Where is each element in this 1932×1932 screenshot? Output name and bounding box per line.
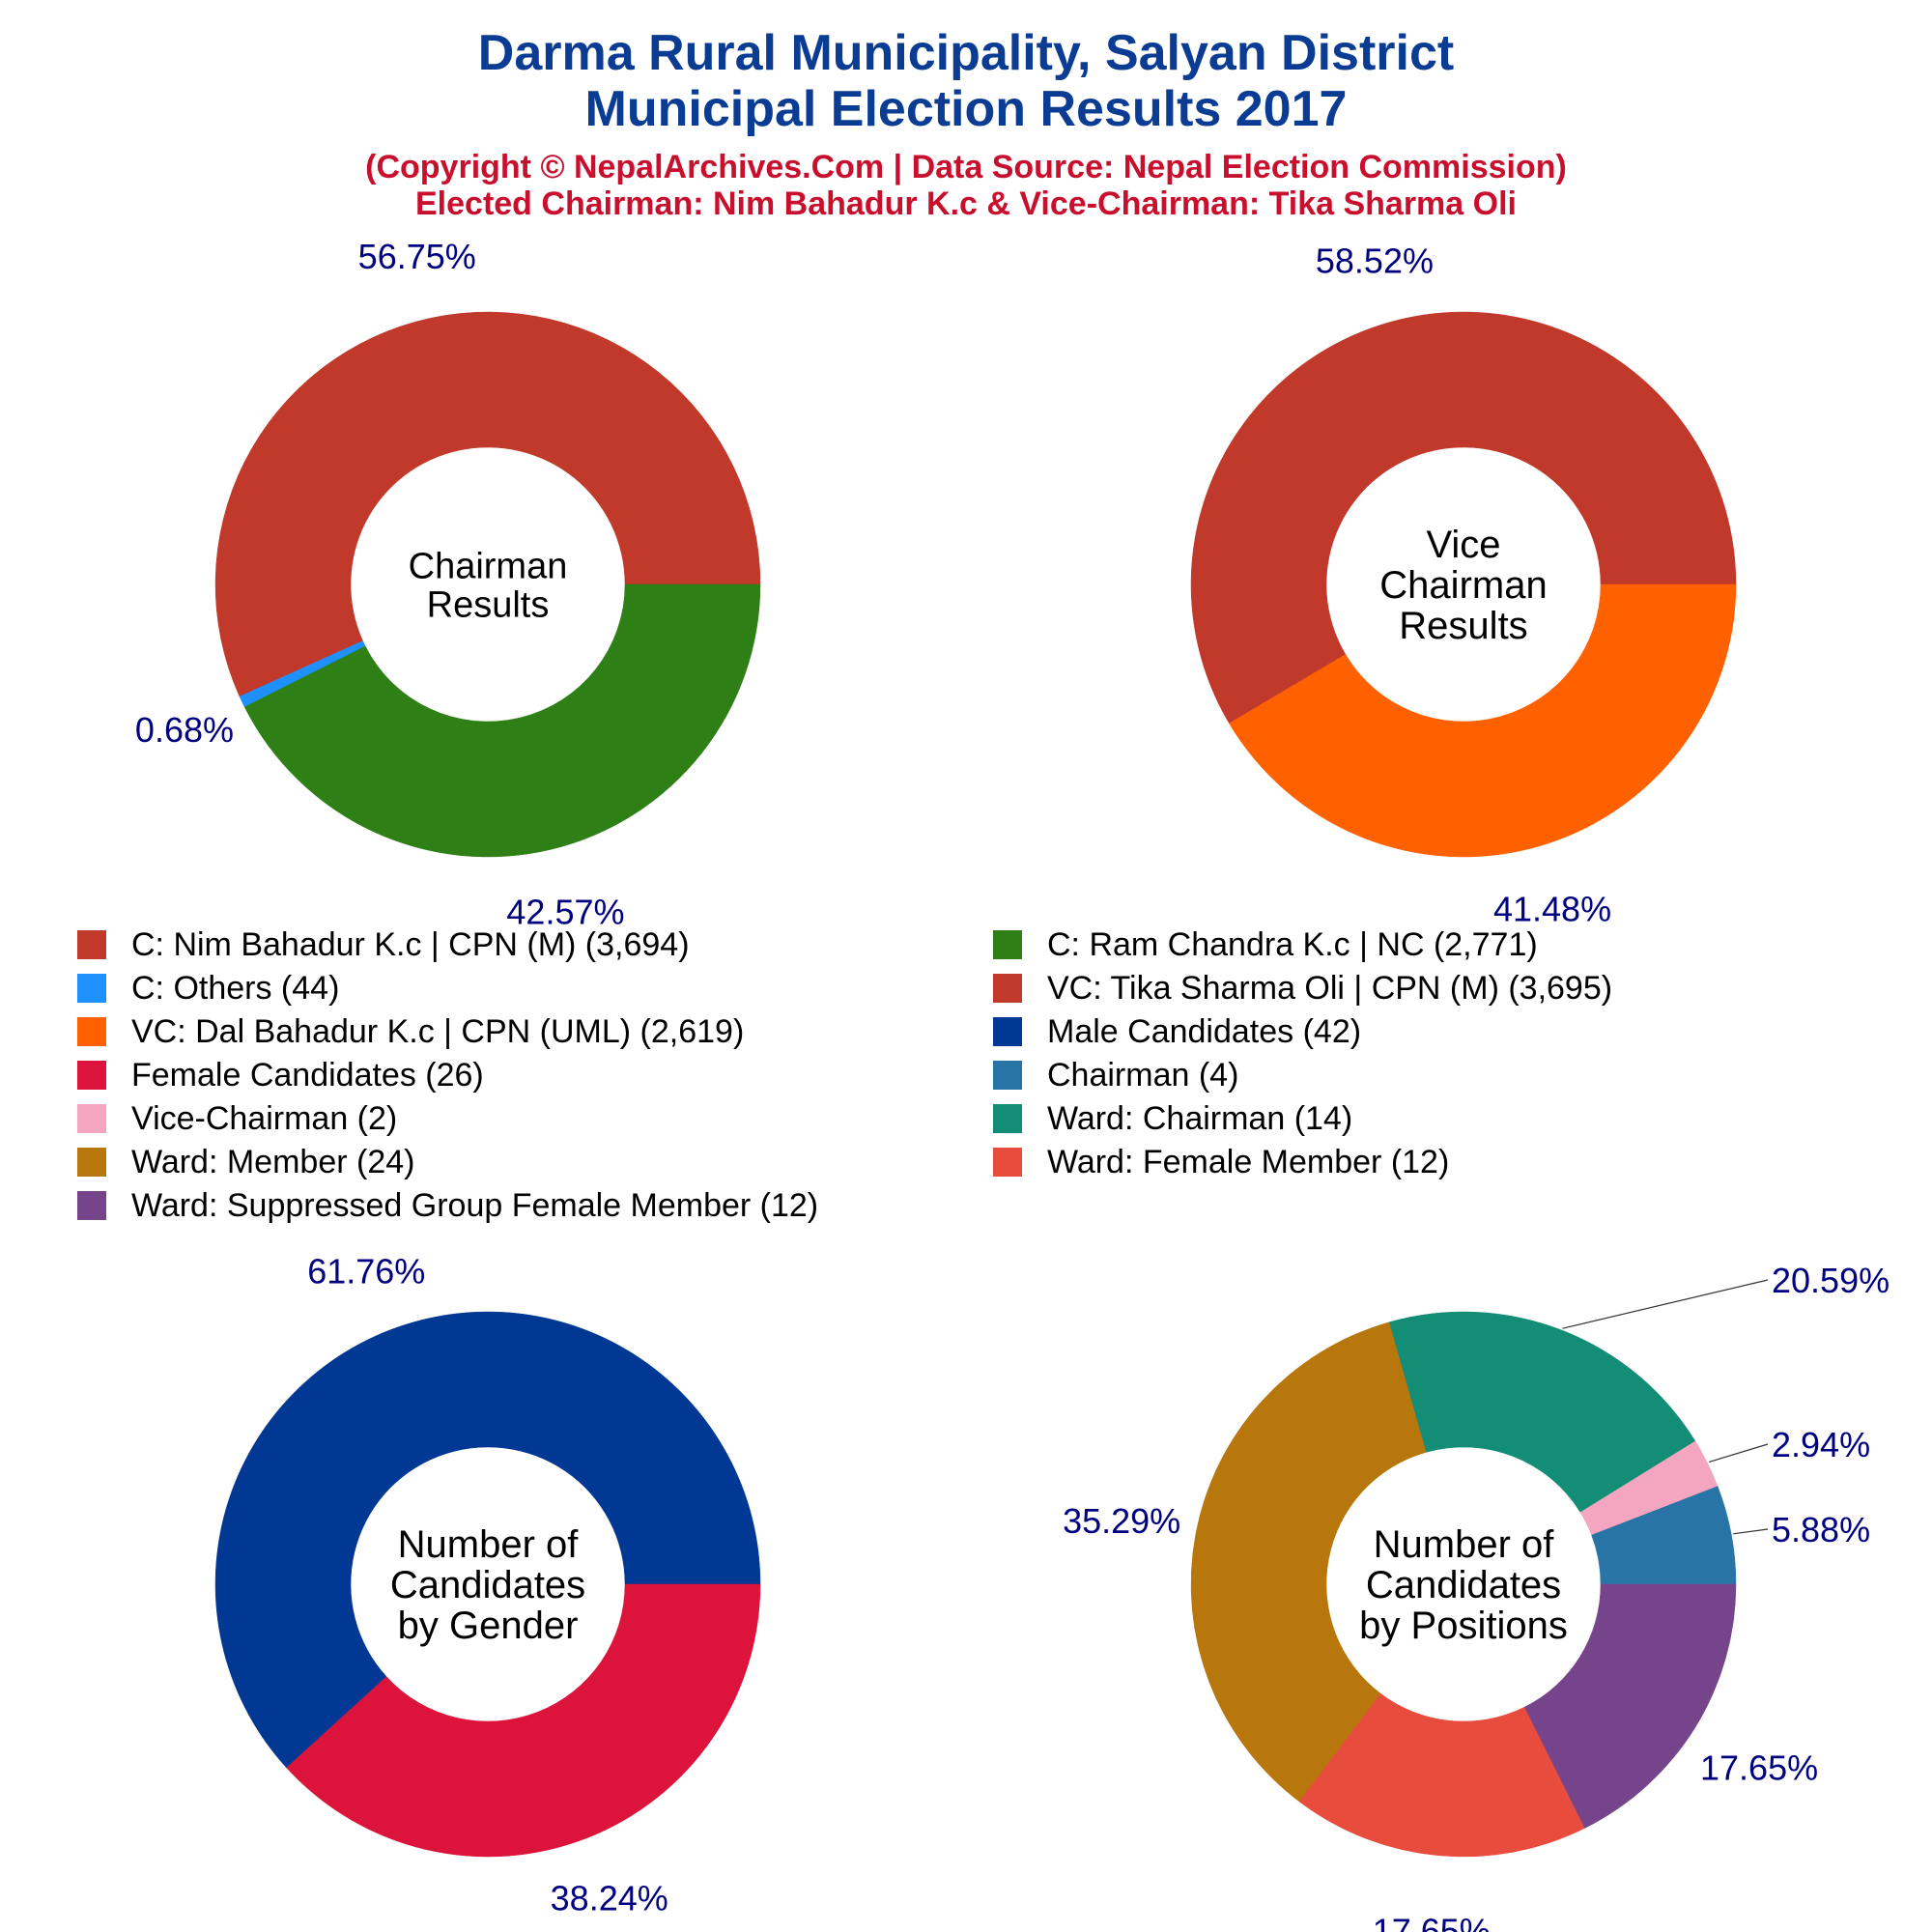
center-label-line: Candidates [1366, 1564, 1561, 1606]
title-line-1: Darma Rural Municipality, Salyan Distric… [478, 25, 1454, 81]
legend-swatch [77, 1017, 106, 1046]
percent-label: 35.29% [1063, 1501, 1180, 1541]
percent-label: 0.68% [135, 710, 234, 750]
legend-label: C: Others (44) [131, 970, 339, 1007]
legend-label: Vice-Chairman (2) [131, 1100, 397, 1137]
legend-label: VC: Dal Bahadur K.c | CPN (UML) (2,619) [131, 1013, 744, 1050]
slice-female-candidates [286, 1583, 761, 1858]
percent-label: 41.48% [1493, 890, 1611, 929]
percent-label: 61.76% [307, 1251, 425, 1291]
legend-swatch [993, 1104, 1022, 1133]
candidates-by-positions-donut: 5.88% 2.94% 20.59% 35.29% 17.65% 17.65% Number… [1063, 1261, 1889, 1932]
legend-label: Chairman (4) [1047, 1057, 1238, 1094]
legend-swatch [77, 974, 106, 1003]
legend-label: C: Nim Bahadur K.c | CPN (M) (3,694) [131, 926, 690, 963]
leader-line [1733, 1528, 1769, 1535]
leader-line [1562, 1279, 1769, 1329]
legend-swatch [77, 930, 106, 959]
center-label-line: by Gender [398, 1605, 579, 1647]
legend-label: Ward: Suppressed Group Female Member (12… [131, 1187, 818, 1224]
leader-line [1709, 1443, 1769, 1463]
center-label-line: Results [1399, 605, 1527, 647]
center-label-line: Number of [398, 1523, 580, 1566]
legend-label: Male Candidates (42) [1047, 1013, 1361, 1050]
subtitle-line-1: (Copyright © NepalArchives.Com | Data So… [365, 149, 1567, 185]
center-label-line: Candidates [390, 1564, 585, 1606]
title-line-2: Municipal Election Results 2017 [585, 81, 1348, 137]
legend-label: Ward: Member (24) [131, 1144, 414, 1180]
percent-label: 5.88% [1772, 1510, 1870, 1549]
legend-swatch [77, 1061, 106, 1090]
legend-label: C: Ram Chandra K.c | NC (2,771) [1047, 926, 1538, 963]
percent-label: 17.65% [1373, 1911, 1491, 1932]
legend-swatch [993, 1148, 1022, 1177]
percent-label: 42.57% [506, 893, 624, 932]
center-label-line: by Positions [1359, 1605, 1568, 1647]
center-label-line: Chairman [1379, 564, 1547, 607]
slice-ward-chairman [1388, 1311, 1696, 1513]
legend-swatch [993, 930, 1022, 959]
legend-swatch [993, 1017, 1022, 1046]
slice-c-nim-bahadur-k-c-cpn-m [214, 311, 761, 697]
center-label-line: Chairman [409, 546, 568, 586]
center-label-line: Vice [1426, 524, 1500, 566]
percent-label: 20.59% [1772, 1261, 1889, 1300]
slice-ward-female-member [1298, 1692, 1586, 1858]
slice-ward-member [1190, 1321, 1427, 1803]
slice-vc-tika-sharma-oli-cpn-m [1190, 311, 1737, 724]
legend-label: Ward: Chairman (14) [1047, 1100, 1352, 1137]
slice-ward-suppressed-group-female-member [1523, 1583, 1737, 1829]
legend-swatch [993, 1061, 1022, 1090]
legend-swatch [993, 974, 1022, 1003]
center-label-line: Results [427, 584, 550, 625]
legend-swatch [77, 1104, 106, 1133]
legend-swatch [77, 1191, 106, 1220]
slice-male-candidates [214, 1311, 761, 1769]
percent-label: 58.52% [1316, 241, 1434, 280]
percent-label: 56.75% [358, 237, 476, 276]
legend: C: Nim Bahadur K.c | CPN (M) (3,694) C: R… [77, 926, 1612, 1224]
legend-swatch [77, 1148, 106, 1177]
legend-label: VC: Tika Sharma Oli | CPN (M) (3,695) [1047, 970, 1612, 1007]
percent-label: 38.24% [551, 1879, 668, 1918]
percent-label: 17.65% [1700, 1748, 1818, 1788]
center-label-line: Number of [1374, 1523, 1555, 1566]
percent-label: 2.94% [1772, 1425, 1870, 1464]
subtitle-line-2: Elected Chairman: Nim Bahadur K.c & Vice… [415, 185, 1517, 222]
legend-label: Ward: Female Member (12) [1047, 1144, 1449, 1180]
legend-label: Female Candidates (26) [131, 1057, 484, 1094]
